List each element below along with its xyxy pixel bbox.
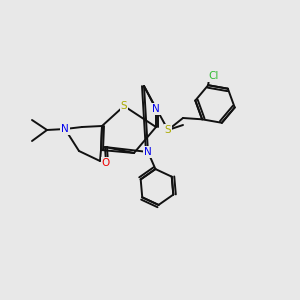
Text: N: N xyxy=(144,147,152,157)
Text: S: S xyxy=(165,125,171,135)
Text: N: N xyxy=(152,104,160,114)
Text: N: N xyxy=(61,124,69,134)
Text: O: O xyxy=(102,158,110,168)
Text: Cl: Cl xyxy=(208,71,219,81)
Text: S: S xyxy=(121,101,127,111)
